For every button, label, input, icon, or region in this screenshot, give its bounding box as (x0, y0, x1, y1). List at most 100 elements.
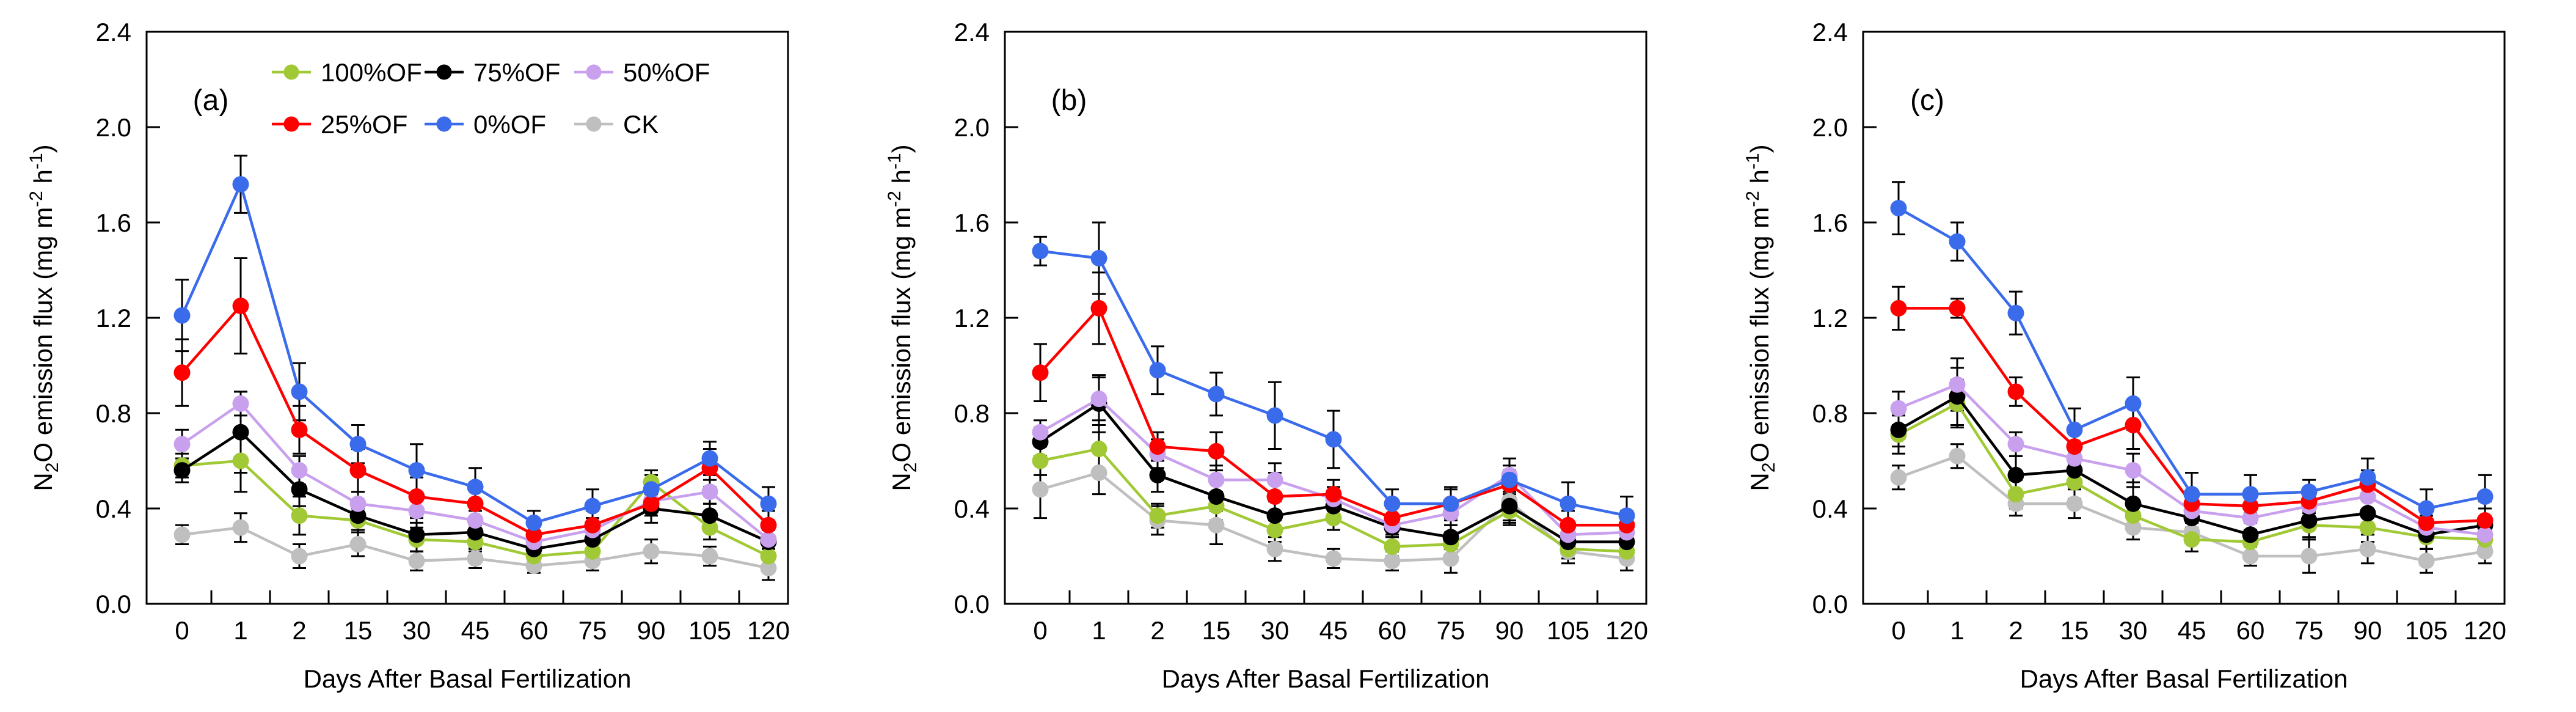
data-point-100%OF-day30 (2125, 507, 2142, 524)
y-tick-label: 0.0 (1812, 590, 1848, 618)
data-point-50%OF-day30 (1266, 471, 1283, 488)
data-point-75%OF-day90 (2359, 505, 2376, 522)
data-point-75%OF-day15 (1208, 488, 1225, 505)
data-point-0%OF-day90 (1501, 471, 1518, 488)
data-point-CK-day120 (760, 560, 777, 576)
y-axis-title: N2O emission flux (mg m-2 h-1) (885, 144, 921, 491)
data-point-CK-day15 (2066, 495, 2083, 512)
data-point-100%OF-day2 (2007, 486, 2024, 503)
y-tick-label: 1.6 (954, 208, 990, 237)
legend-marker-75%OF (436, 64, 452, 80)
data-point-CK-day30 (1266, 540, 1283, 557)
data-point-75%OF-day75 (2301, 512, 2318, 529)
data-point-CK-day90 (643, 543, 660, 560)
data-point-25%OF-day2 (2007, 383, 2024, 400)
x-tick-label: 0 (175, 616, 189, 645)
x-tick-label: 1 (233, 616, 247, 645)
series-markers-75%OF (1890, 388, 2494, 543)
y-tick-label: 0.8 (96, 399, 131, 428)
data-point-CK-day1 (232, 519, 249, 536)
y-axis-title: N2O emission flux (mg m-2 h-1) (26, 144, 62, 491)
x-tick-label: 30 (1261, 616, 1290, 645)
x-tick-label: 120 (2464, 616, 2506, 645)
data-point-0%OF-day1 (232, 176, 249, 193)
data-point-0%OF-day2 (2007, 304, 2024, 321)
data-point-0%OF-day75 (1442, 495, 1459, 512)
data-point-50%OF-day15 (2066, 450, 2083, 467)
y-tick-label: 2.0 (954, 113, 990, 142)
y-tick-label: 1.2 (96, 304, 131, 332)
x-tick-label: 60 (2236, 616, 2265, 645)
legend-marker-CK (586, 116, 602, 132)
data-point-0%OF-day0 (173, 307, 191, 324)
data-point-0%OF-day120 (2476, 488, 2494, 505)
data-point-CK-day45 (1325, 550, 1342, 567)
y-tick-label: 0.8 (954, 399, 990, 428)
x-tick-label: 45 (461, 616, 490, 645)
data-point-75%OF-day2 (2007, 466, 2024, 483)
y-tick-label: 0.4 (96, 494, 131, 523)
panel-letter: (a) (193, 84, 229, 117)
data-point-25%OF-day45 (1325, 486, 1342, 503)
data-point-CK-day105 (2418, 552, 2435, 570)
data-point-0%OF-day75 (584, 497, 601, 515)
legend-label-0%OF: 0%OF (473, 110, 546, 139)
data-point-25%OF-day30 (2125, 417, 2142, 433)
data-point-100%OF-day1 (1090, 441, 1107, 457)
data-point-25%OF-day45 (467, 495, 484, 512)
data-point-0%OF-day2 (1149, 362, 1166, 379)
data-point-100%OF-day2 (291, 507, 308, 524)
data-point-CK-day60 (2242, 548, 2259, 565)
data-point-25%OF-day120 (760, 516, 777, 534)
data-point-75%OF-day60 (2242, 526, 2259, 543)
x-tick-label: 75 (1437, 616, 1465, 645)
y-tick-label: 2.4 (1812, 18, 1848, 46)
data-point-25%OF-day30 (408, 488, 425, 505)
data-point-0%OF-day45 (467, 479, 484, 496)
data-point-75%OF-day30 (2125, 495, 2142, 512)
data-point-CK-day0 (1032, 481, 1049, 498)
y-tick-label: 0.4 (1812, 494, 1848, 523)
x-tick-label: 105 (688, 616, 731, 645)
data-point-75%OF-day2 (291, 481, 308, 498)
data-point-100%OF-day75 (584, 543, 601, 560)
data-point-CK-day2 (291, 548, 308, 565)
data-point-50%OF-day30 (408, 502, 425, 519)
data-point-CK-day105 (701, 548, 718, 565)
data-point-75%OF-day15 (349, 507, 367, 524)
data-point-CK-day30 (2125, 519, 2142, 536)
y-tick-label: 0.8 (1812, 399, 1848, 428)
x-tick-label: 1 (1950, 616, 1964, 645)
series-markers-0%OF (173, 176, 777, 531)
data-point-0%OF-day30 (2125, 395, 2142, 412)
y-tick-label: 2.4 (96, 18, 131, 46)
data-point-0%OF-day15 (2066, 421, 2083, 438)
data-point-25%OF-day90 (643, 495, 660, 512)
data-point-25%OF-day120 (2476, 512, 2494, 529)
x-axis-title: Days After Basal Fertilization (1162, 664, 1490, 693)
x-tick-label: 105 (2405, 616, 2448, 645)
y-tick-label: 2.0 (96, 113, 131, 142)
data-point-0%OF-day30 (408, 462, 425, 479)
x-tick-label: 60 (1378, 616, 1407, 645)
data-point-0%OF-day2 (291, 383, 308, 400)
data-point-CK-day75 (1442, 550, 1459, 567)
data-point-CK-day60 (1384, 552, 1401, 570)
data-point-0%OF-day45 (1325, 431, 1342, 448)
data-point-0%OF-day120 (760, 495, 777, 512)
data-point-CK-day30 (408, 552, 425, 570)
data-point-50%OF-day90 (2359, 488, 2376, 505)
data-point-75%OF-day15 (2066, 462, 2083, 479)
plot-frame (145, 31, 789, 605)
x-tick-label: 2 (2009, 616, 2023, 645)
data-point-0%OF-day60 (1384, 495, 1401, 512)
data-point-100%OF-day90 (2359, 519, 2376, 536)
data-point-50%OF-day0 (1890, 400, 1907, 417)
data-point-25%OF-day105 (1560, 516, 1577, 534)
series-markers-50%OF (1890, 376, 2494, 543)
data-point-50%OF-day2 (291, 462, 308, 479)
legend-marker-50%OF (586, 64, 602, 80)
data-point-75%OF-day75 (1442, 529, 1459, 546)
data-point-CK-day15 (349, 536, 367, 552)
data-point-50%OF-day120 (2476, 526, 2494, 543)
